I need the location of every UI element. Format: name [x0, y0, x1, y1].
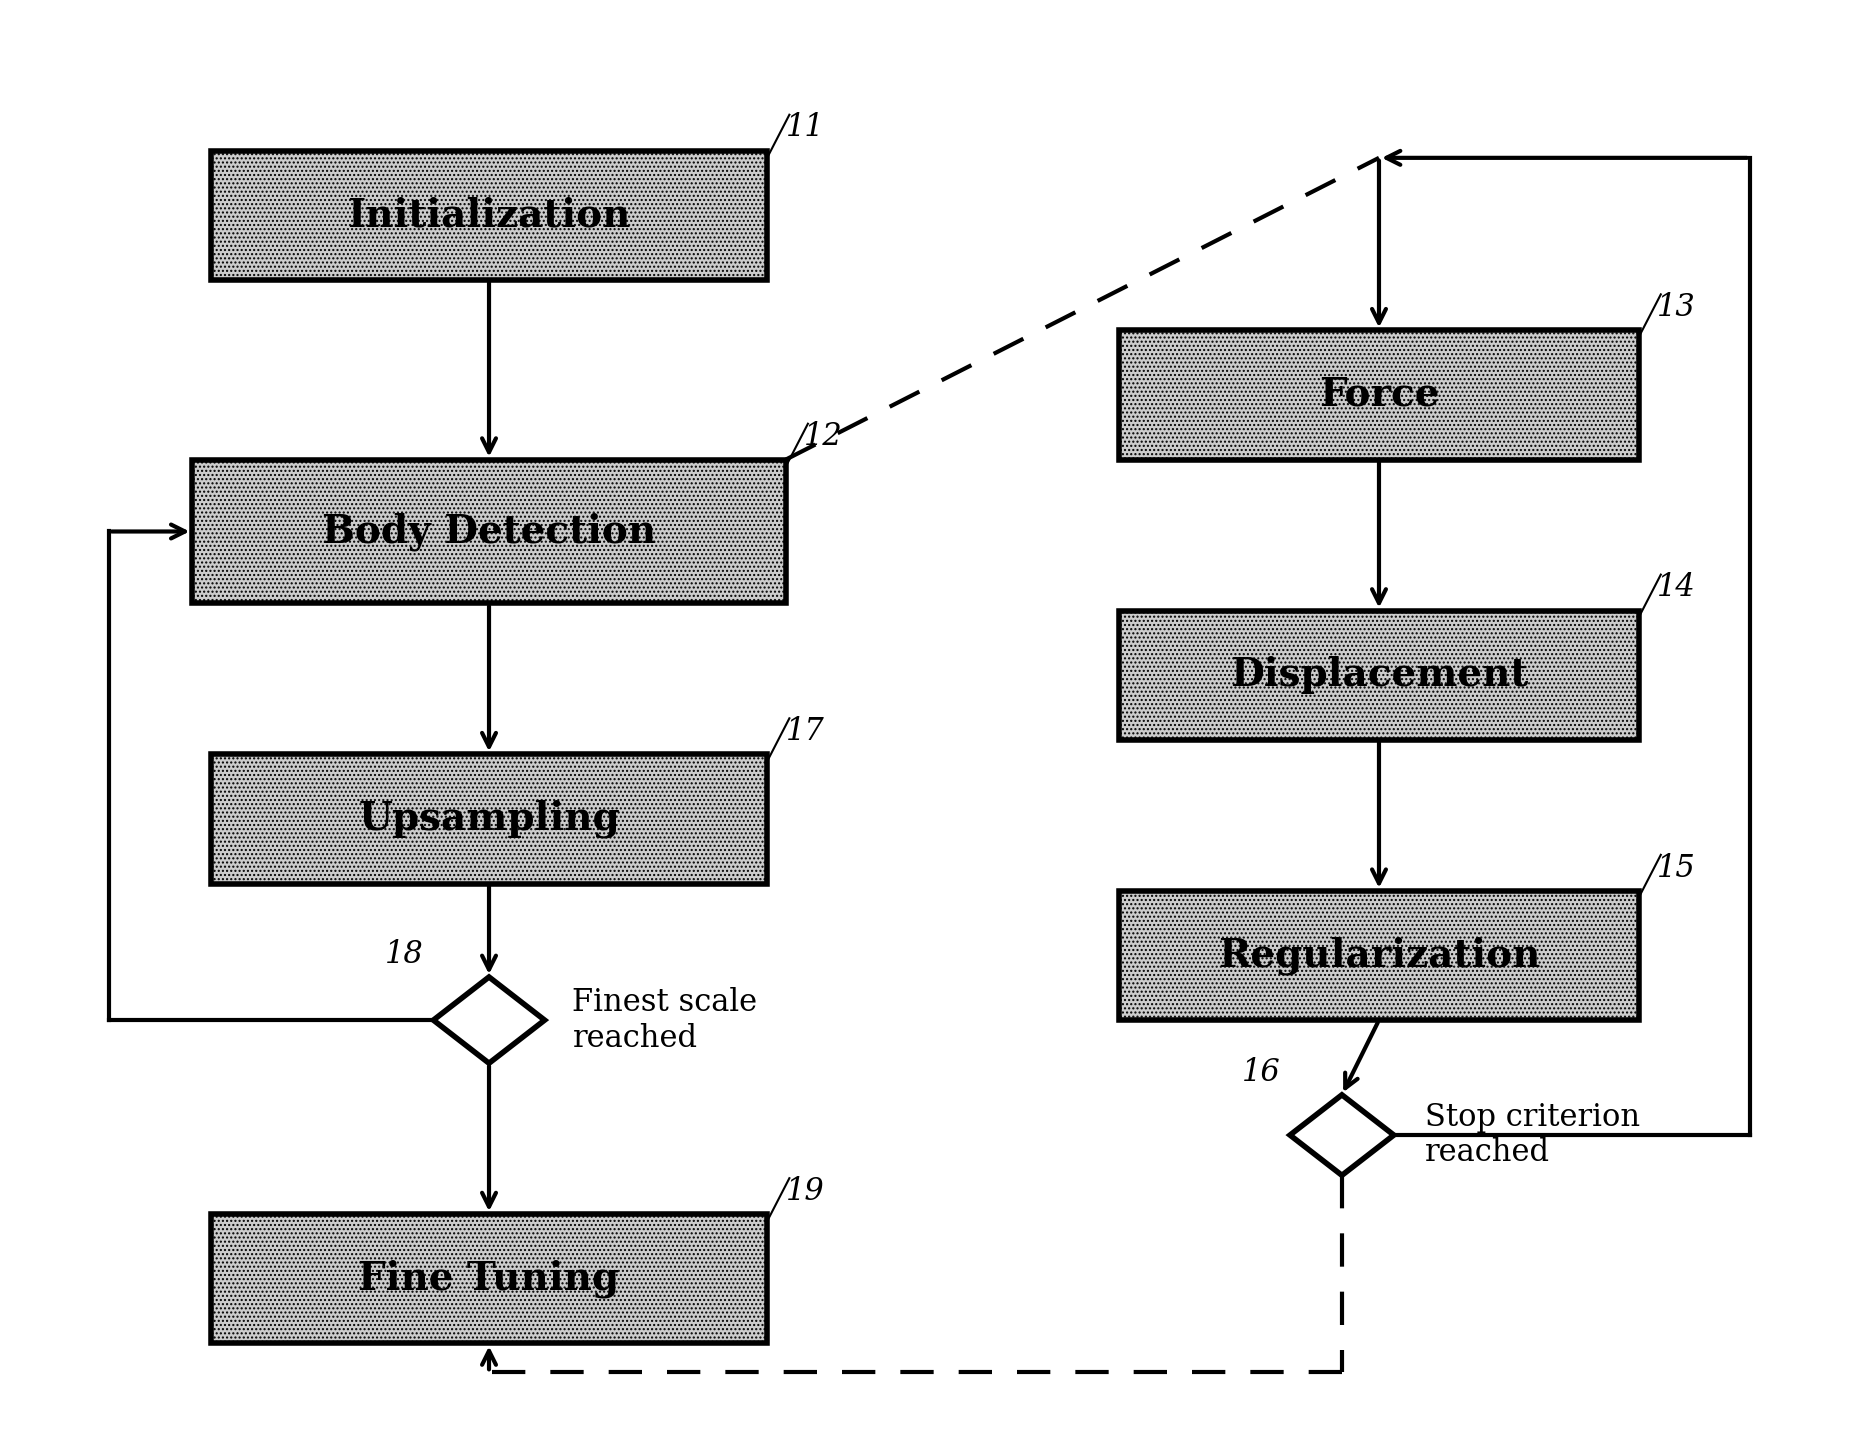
- Text: 11: 11: [786, 113, 824, 144]
- FancyBboxPatch shape: [211, 755, 768, 884]
- Text: 14: 14: [1657, 572, 1696, 604]
- Text: 19: 19: [786, 1175, 824, 1207]
- Text: 12: 12: [805, 421, 842, 453]
- Text: Stop criterion
reached: Stop criterion reached: [1425, 1101, 1640, 1168]
- FancyBboxPatch shape: [1119, 611, 1638, 740]
- FancyBboxPatch shape: [1119, 891, 1638, 1020]
- Text: Force: Force: [1319, 376, 1438, 414]
- Text: Initialization: Initialization: [347, 196, 631, 234]
- FancyBboxPatch shape: [1119, 331, 1638, 460]
- FancyBboxPatch shape: [211, 1214, 768, 1344]
- Text: Upsampling: Upsampling: [359, 800, 620, 839]
- Polygon shape: [1291, 1096, 1394, 1175]
- Text: Displacement: Displacement: [1229, 656, 1528, 694]
- Text: Regularization: Regularization: [1218, 936, 1541, 975]
- Text: 13: 13: [1657, 292, 1696, 324]
- FancyBboxPatch shape: [192, 460, 786, 604]
- Text: 18: 18: [385, 939, 424, 969]
- Text: Body Detection: Body Detection: [321, 512, 656, 551]
- Polygon shape: [433, 977, 545, 1064]
- Text: Fine Tuning: Fine Tuning: [359, 1259, 620, 1299]
- Text: Finest scale
reached: Finest scale reached: [572, 987, 758, 1053]
- FancyBboxPatch shape: [211, 151, 768, 280]
- Text: 15: 15: [1657, 853, 1696, 884]
- Text: 16: 16: [1242, 1056, 1281, 1088]
- Text: 17: 17: [786, 715, 824, 747]
